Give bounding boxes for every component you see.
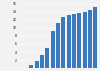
Bar xyxy=(83,12,87,68)
Bar xyxy=(72,14,76,68)
Bar xyxy=(67,15,71,68)
Bar xyxy=(29,65,33,68)
Bar xyxy=(35,61,39,68)
Bar xyxy=(40,55,44,68)
Bar xyxy=(51,31,55,68)
Bar xyxy=(93,7,97,68)
Bar xyxy=(77,13,81,68)
Bar xyxy=(56,23,60,68)
Bar xyxy=(45,48,49,68)
Bar xyxy=(88,10,92,68)
Bar xyxy=(61,17,65,68)
